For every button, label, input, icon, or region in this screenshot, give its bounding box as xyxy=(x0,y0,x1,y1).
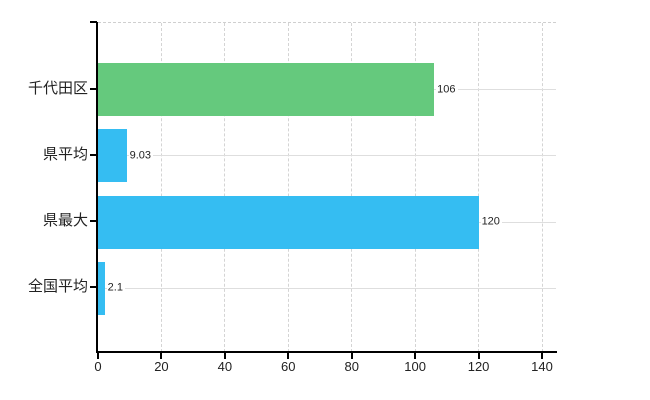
x-axis-tick xyxy=(350,353,353,359)
y-axis-tick xyxy=(90,286,97,289)
x-axis-tick xyxy=(160,353,163,359)
category-label: 千代田区 xyxy=(27,79,88,97)
vertical-gridline xyxy=(351,23,353,352)
x-tick-label: 100 xyxy=(404,359,426,374)
vertical-gridline xyxy=(287,23,289,352)
x-axis-line xyxy=(96,351,557,353)
vertical-gridline xyxy=(224,23,226,352)
x-axis-tick xyxy=(223,353,226,359)
value-label: 2.1 xyxy=(106,281,125,295)
y-axis-tick xyxy=(90,87,97,90)
category-gridline xyxy=(98,287,556,289)
x-tick-label: 0 xyxy=(94,359,102,374)
plot-area: 106 9.03 120 2.1 xyxy=(98,22,556,352)
y-axis-line xyxy=(96,22,98,353)
category-label: 県最大 xyxy=(42,212,88,230)
vertical-gridline xyxy=(541,23,543,352)
x-tick-label: 60 xyxy=(281,359,296,374)
category-label: 全国平均 xyxy=(27,278,88,296)
x-tick-label: 40 xyxy=(217,359,233,374)
x-axis-tick xyxy=(541,353,543,359)
category-label: 県平均 xyxy=(42,145,88,163)
y-axis-tick xyxy=(90,153,97,156)
value-label: 106 xyxy=(436,83,458,96)
bar[interactable] xyxy=(98,129,127,183)
x-tick-label: 140 xyxy=(531,359,553,374)
x-axis-tick xyxy=(287,353,290,359)
x-axis-tick xyxy=(477,353,480,359)
vertical-gridline xyxy=(414,23,416,352)
y-axis-end-tick xyxy=(90,21,97,23)
category-gridline xyxy=(98,155,556,157)
x-axis-tick xyxy=(414,353,417,359)
vertical-gridline xyxy=(160,23,162,352)
bar[interactable] xyxy=(98,63,435,116)
bar[interactable] xyxy=(98,195,479,249)
x-tick-label: 120 xyxy=(467,359,490,374)
value-label: 120 xyxy=(480,215,502,229)
x-tick-label: 20 xyxy=(154,359,169,374)
x-tick-label: 80 xyxy=(344,359,359,374)
x-axis-tick xyxy=(97,353,99,359)
y-axis-tick xyxy=(90,220,97,223)
vertical-gridline xyxy=(478,23,480,352)
bar[interactable] xyxy=(98,261,105,315)
value-label: 9.03 xyxy=(128,149,154,163)
